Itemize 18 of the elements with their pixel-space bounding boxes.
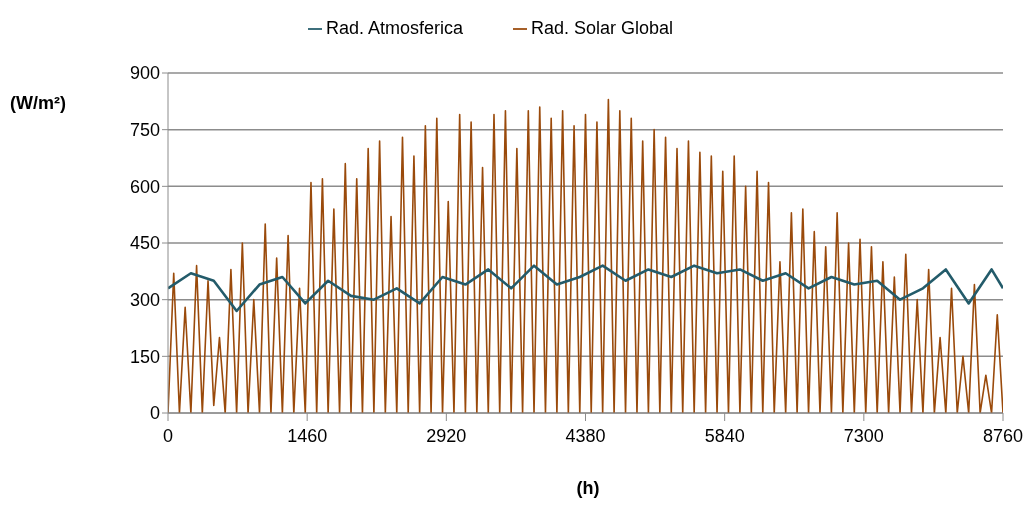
x-tick-label: 7300 [843, 425, 884, 446]
x-axis-title: (h) [575, 478, 601, 499]
y-tick-label: 600 [129, 176, 160, 197]
y-tick-label: 150 [129, 346, 160, 367]
legend-label: Rad. Atmosferica [325, 18, 463, 38]
y-axis-title: (W/m²) [10, 93, 66, 114]
y-tick-label: 450 [129, 233, 160, 254]
x-tick-label: 1460 [287, 425, 328, 446]
x-tick-label: 8760 [982, 425, 1024, 446]
x-tick-label: 4380 [565, 425, 606, 446]
legend-label: Rad. Solar Global [530, 18, 674, 38]
x-tick-label: 5840 [704, 425, 745, 446]
x-tick-label: 2920 [426, 425, 467, 446]
y-tick-label: 0 [149, 403, 160, 424]
y-tick-label: 900 [129, 63, 160, 84]
x-tick-label: 0 [162, 425, 174, 446]
y-tick-label: 750 [129, 120, 160, 141]
y-tick-label: 300 [129, 290, 160, 311]
